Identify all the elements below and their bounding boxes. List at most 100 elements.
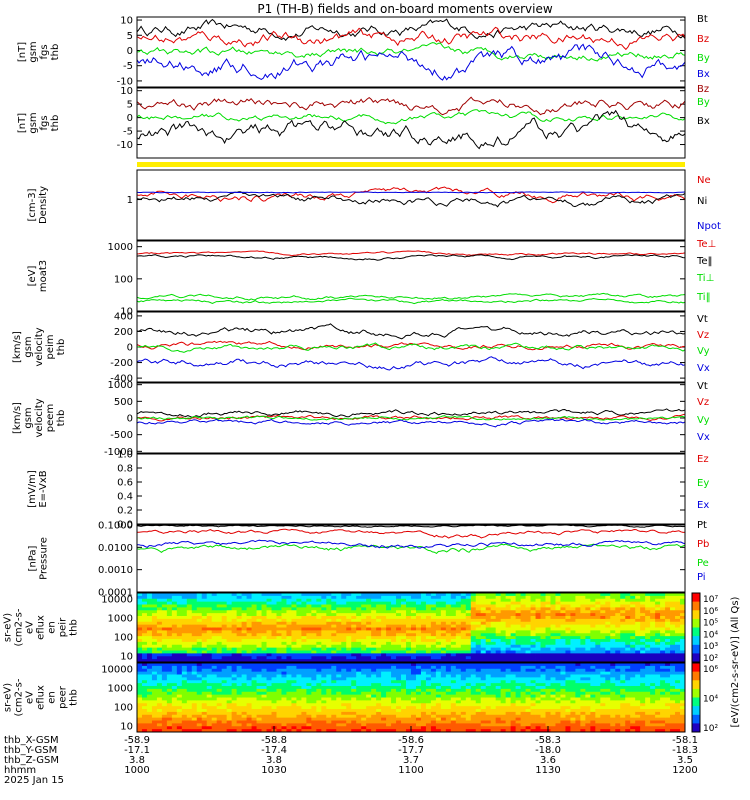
spectrogram-cell — [271, 659, 277, 663]
legend-label-Ez: Ez — [697, 454, 709, 465]
spectrogram-cell — [151, 641, 158, 646]
spectrogram-cell — [575, 674, 581, 678]
spectrogram-cell — [600, 595, 606, 600]
spectrogram-cell — [525, 709, 531, 713]
spectrogram-cell — [171, 630, 178, 634]
spectrogram-cell — [221, 659, 228, 663]
spectrogram-cell — [146, 703, 153, 707]
spectrogram-cell — [440, 593, 447, 597]
spectrogram-cell — [460, 593, 467, 597]
spectrogram-cell — [356, 627, 362, 631]
spectrogram-cell — [266, 691, 272, 696]
spectrogram-cell — [425, 714, 432, 719]
spectrogram-cell — [211, 674, 218, 678]
spectrogram-cell — [625, 633, 631, 637]
spectrogram-cell — [406, 653, 412, 657]
spectrogram-cell — [156, 656, 163, 660]
spectrogram-cell — [151, 607, 158, 611]
spectrogram-cell — [316, 650, 322, 654]
spectrogram-cell — [211, 720, 218, 724]
spectrogram-cell — [495, 598, 502, 603]
spectrogram-cell — [311, 618, 317, 623]
spectrogram-cell — [326, 729, 332, 733]
spectrogram-cell — [530, 630, 536, 634]
spectrogram-cell — [326, 610, 332, 614]
spectrogram-cell — [246, 613, 252, 617]
spectrogram-cell — [495, 641, 502, 646]
spectrogram-cell — [171, 714, 178, 719]
spectrogram-cell — [286, 714, 292, 719]
spectrogram-cell — [141, 686, 148, 690]
spectrogram-cell — [530, 674, 536, 678]
spectrogram-cell — [535, 665, 541, 670]
spectrogram-cell — [321, 598, 327, 603]
spectrogram-cell — [291, 729, 297, 733]
series-line-Bx — [136, 109, 686, 150]
panels-group: thbfgsgsm[nT]1050-5-10BtBzByBxthbfgsgsm[… — [3, 14, 742, 734]
spectrogram-cell — [500, 601, 507, 605]
spectrogram-cell — [281, 627, 287, 631]
spectrogram-cell — [201, 680, 208, 684]
spectrogram-cell — [420, 647, 427, 651]
spectrogram-cell — [366, 674, 372, 678]
spectrogram-cell — [555, 653, 561, 657]
spectrogram-cell — [381, 659, 387, 663]
spectrogram-cell — [585, 595, 591, 600]
spectrogram-cell — [605, 633, 611, 637]
spectrogram-cell — [525, 688, 531, 693]
spectrogram-cell — [605, 610, 611, 614]
spectrogram-cell — [366, 686, 372, 690]
spectrogram-cell — [151, 703, 158, 707]
spectrogram-cell — [311, 598, 317, 603]
spectrogram-cell — [545, 604, 551, 608]
spectrogram-cell — [386, 717, 392, 721]
spectrogram-cell — [191, 714, 198, 719]
spectrogram-cell — [246, 659, 252, 663]
spectrogram-cell — [336, 613, 342, 617]
spectrogram-cell — [401, 709, 407, 713]
spectrogram-cell — [490, 723, 497, 727]
spectrogram-cell — [630, 641, 636, 646]
spectrogram-cell — [585, 644, 591, 649]
spectrogram-cell — [381, 636, 387, 640]
spectrogram-cell — [660, 659, 666, 663]
spectrogram-cell — [351, 656, 357, 660]
spectrogram-cell — [550, 598, 556, 603]
spectrogram-cell — [495, 595, 502, 600]
spectrogram-cell — [560, 691, 566, 696]
spectrogram-cell — [251, 729, 257, 733]
spectrogram-cell — [151, 729, 158, 733]
spectrogram-cell — [161, 723, 168, 727]
spectrogram-cell — [351, 717, 357, 721]
spectrogram-cell — [311, 604, 317, 608]
spectrogram-cell — [535, 621, 541, 626]
spectrogram-cell — [181, 636, 188, 640]
spectrogram-cell — [470, 697, 477, 701]
spectrogram-cell — [480, 624, 487, 628]
spectrogram-cell — [351, 593, 357, 597]
spectrogram-cell — [331, 627, 337, 631]
spectrogram-cell — [635, 659, 641, 663]
spectrogram-cell — [286, 647, 292, 651]
spectrogram-cell — [625, 647, 631, 651]
spectrogram-cell — [635, 598, 641, 603]
spectrogram-cell — [306, 723, 312, 727]
spectrogram-cell — [241, 694, 247, 698]
spectrogram-cell — [660, 656, 666, 660]
spectrogram-cell — [440, 604, 447, 608]
spectrogram-cell — [575, 668, 581, 673]
spectrogram-cell — [156, 636, 163, 640]
spectrogram-cell — [151, 668, 158, 673]
spectrogram-cell — [670, 647, 676, 651]
spectrogram-cell — [201, 706, 208, 710]
spectrogram-cell — [231, 598, 238, 603]
spectrogram-cell — [585, 627, 591, 631]
spectrogram-cell — [420, 677, 427, 681]
spectrogram-cell — [411, 668, 417, 673]
spectrogram-cell — [615, 653, 621, 657]
spectrogram-cell — [505, 607, 512, 611]
spectrogram-cell — [261, 653, 267, 657]
spectrogram-cell — [465, 621, 472, 626]
spectrogram-cell — [570, 595, 576, 600]
spectrogram-cell — [510, 630, 517, 634]
